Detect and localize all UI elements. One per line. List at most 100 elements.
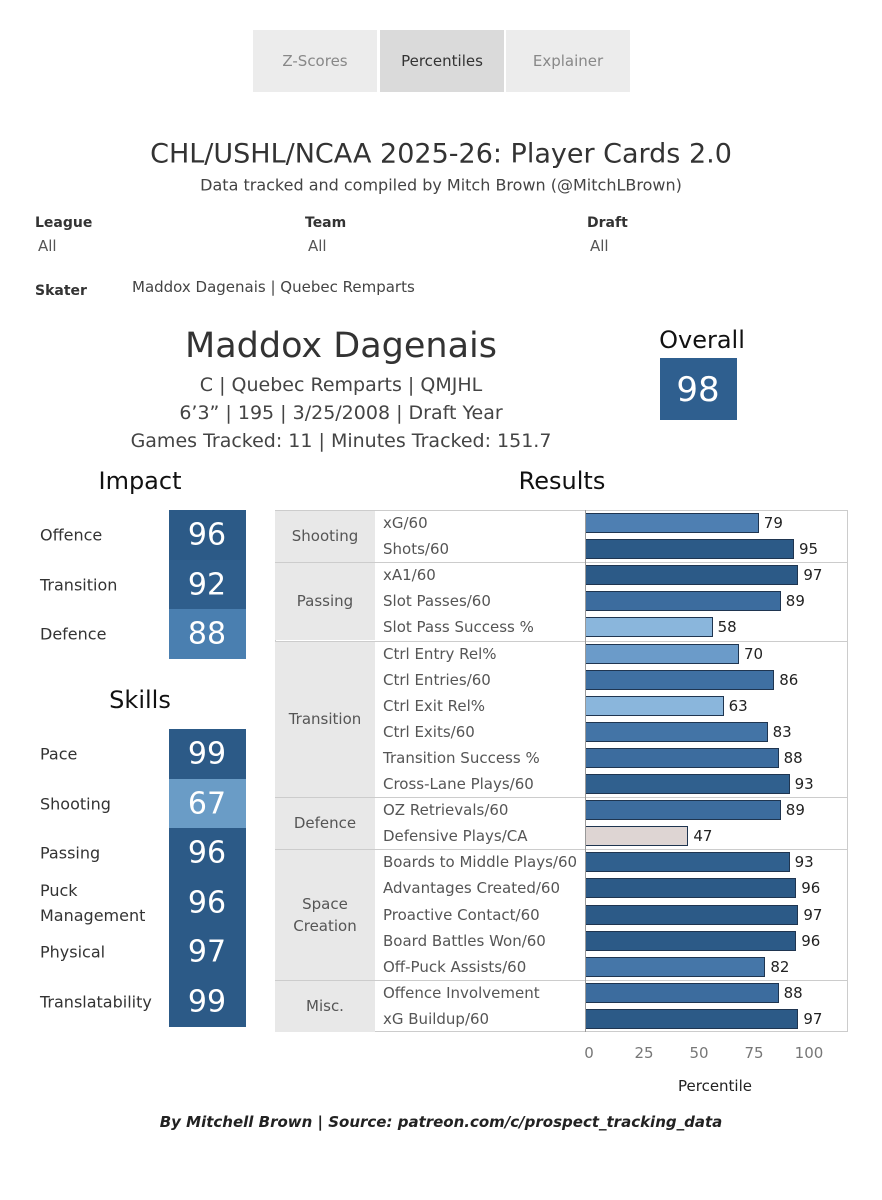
bar [585,930,797,951]
category-label: Offence Involvement [383,983,540,1002]
bar [585,904,799,925]
skater-value[interactable]: Maddox Dagenais | Quebec Remparts [132,278,415,296]
tile-value: 99 [187,984,227,1019]
x-tick-label: 0 [584,1044,594,1062]
title: CHL/USHL/NCAA 2025-26: Player Cards 2.0 [150,138,732,170]
filter-value[interactable]: All [590,237,609,255]
player-info: Games Tracked: 11 | Minutes Tracked: 151… [130,430,552,452]
tab-label: Explainer [532,52,604,70]
bar [585,826,689,847]
tile-label: Pace [40,744,78,764]
tab[interactable]: Explainer [506,30,630,92]
category-label: Slot Pass Success % [383,618,534,637]
value-label: 97 [803,905,823,924]
player-info: 6’3” | 195 | 3/25/2008 | Draft Year [179,402,503,424]
group-divider [375,640,848,642]
player-name: Maddox Dagenais [185,326,497,366]
tile-label: Puck Management [40,880,146,925]
score-tile: 96 [169,877,246,928]
subtitle: Data tracked and compiled by Mitch Brown… [200,175,682,195]
bar [585,539,794,560]
axis-line [585,510,586,1032]
value-label: 79 [763,514,783,533]
group-cell [275,510,375,563]
bar [585,565,799,586]
tile-value: 88 [187,616,227,652]
filter-label: Team [305,215,347,231]
category-label: OZ Retrievals/60 [383,801,509,820]
x-tick-label: 100 [794,1044,824,1062]
bar [585,800,781,821]
section-title: Impact [98,467,182,495]
filter-value[interactable]: All [38,237,57,255]
group-cell [275,640,375,798]
tile-label: Offence [40,525,103,545]
bar [585,982,779,1003]
tile-label: Transition [40,575,118,594]
x-tick-label: 25 [634,1044,654,1062]
score-tile: 99 [169,976,246,1027]
footer: By Mitchell Brown | Source: patreon.com/… [159,1113,723,1131]
value-label: 83 [772,722,792,741]
value-label: 89 [785,592,805,611]
group-divider [375,979,848,981]
score-tile: 99 [169,729,246,779]
tile-value: 96 [187,517,227,553]
value-label: 97 [803,1009,823,1028]
category-label: Cross-Lane Plays/60 [383,775,534,794]
tile-label: Shooting [40,794,111,813]
filter-label: League [35,215,93,231]
bar [585,669,775,690]
group-cell [275,562,375,641]
group-divider [375,510,848,511]
group-divider [375,849,848,851]
group-cell [275,979,375,1032]
x-axis-label: Percentile [677,1077,753,1095]
value-label: 88 [783,983,803,1002]
group-cell [275,849,375,980]
tab[interactable]: Z-Scores [253,30,377,92]
value-label: 89 [785,801,805,820]
bar [585,513,759,534]
value-label: 96 [801,931,821,950]
tab-label: Percentiles [401,52,483,70]
score-tile: 88 [169,609,246,659]
bar [585,878,797,899]
category-label: Off-Puck Assists/60 [383,957,527,976]
value-label: 88 [783,748,803,767]
value-label: 97 [803,566,823,585]
category-label: Proactive Contact/60 [383,905,540,924]
filter-value[interactable]: All [308,237,327,255]
tile-value: 99 [187,736,227,772]
group-label: Space Creation [293,894,357,935]
bar [585,956,766,977]
overall-title: Overall [659,326,745,354]
group-divider [375,797,848,799]
value-label: 93 [794,853,814,872]
category-label: Transition Success % [383,748,540,767]
tile-value: 96 [187,835,227,871]
category-label: xG/60 [383,514,428,533]
tile-label: Translatability [40,992,152,1011]
tile-label: Defence [40,624,107,644]
value-label: 82 [770,957,790,976]
category-label: Defensive Plays/CA [383,827,528,846]
group-label: Misc. [306,996,344,1015]
bar [585,747,779,768]
category-label: Slot Passes/60 [383,592,491,611]
category-label: Shots/60 [383,540,450,559]
score-tile: 97 [169,927,246,977]
tile-value: 96 [187,885,227,920]
tile-value: 92 [187,567,227,602]
score-tile: 67 [169,778,246,829]
overall-value: 98 [676,370,720,410]
tile-value: 67 [187,786,227,821]
tab[interactable]: Percentiles [380,30,504,92]
filter-label: Draft [587,215,628,231]
tile-label: Physical [40,942,106,962]
group-label: Transition [288,709,362,728]
section-title: Skills [109,686,171,714]
x-tick-label: 75 [744,1044,764,1062]
bar [585,591,781,612]
tile-label: Passing [40,843,101,863]
